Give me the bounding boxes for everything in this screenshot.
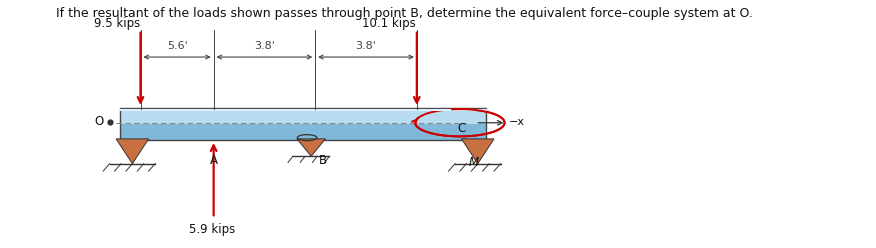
Text: B: B <box>319 154 328 167</box>
Text: A: A <box>209 154 217 167</box>
Polygon shape <box>297 139 325 156</box>
Text: M: M <box>469 156 479 169</box>
Polygon shape <box>462 139 494 164</box>
Text: If the resultant of the loads shown passes through point B, determine the equiva: If the resultant of the loads shown pass… <box>56 7 753 20</box>
Text: 3.8': 3.8' <box>254 41 275 51</box>
Polygon shape <box>120 108 486 124</box>
Polygon shape <box>120 124 486 140</box>
Text: 5.6': 5.6' <box>166 41 187 51</box>
Text: C: C <box>457 123 466 135</box>
Text: 3.8': 3.8' <box>356 41 377 51</box>
Polygon shape <box>117 139 149 164</box>
Text: O: O <box>95 115 104 128</box>
Text: 9.5 kips: 9.5 kips <box>95 17 140 30</box>
Text: 10.1 kips: 10.1 kips <box>363 17 416 30</box>
Text: 5.9 kips: 5.9 kips <box>189 223 236 236</box>
Text: −x: −x <box>509 117 525 126</box>
